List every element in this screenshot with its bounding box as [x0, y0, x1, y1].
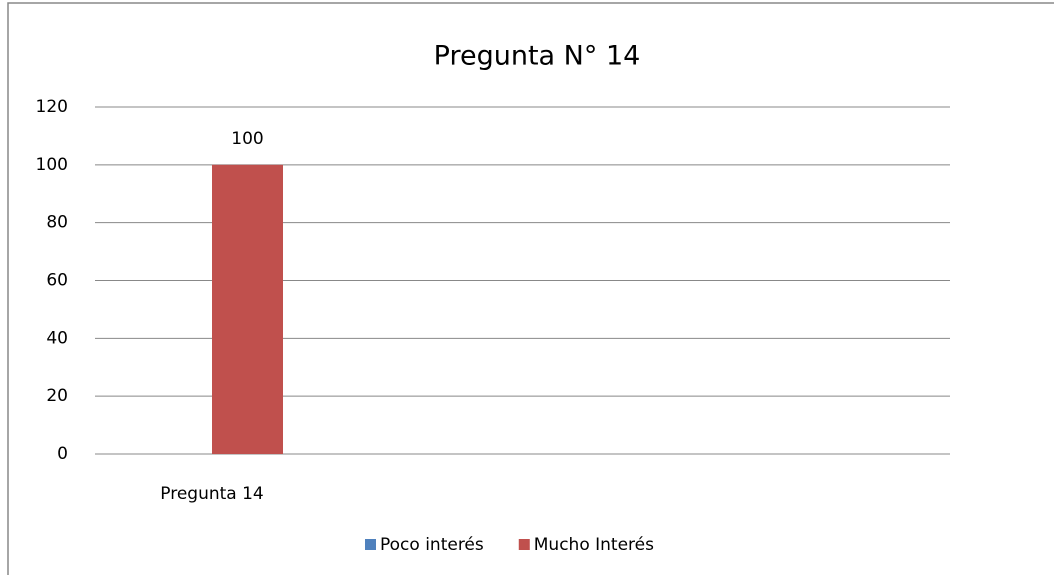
y-tick-label: 60: [46, 271, 68, 291]
legend-swatch: [365, 539, 376, 550]
chart-title: Pregunta N° 14: [434, 41, 641, 72]
data-label: 100: [231, 129, 263, 149]
y-tick-label: 120: [36, 97, 68, 117]
x-tick-label: Pregunta 14: [160, 484, 264, 504]
bar: [212, 164, 283, 455]
chart-frame: [7, 2, 1054, 575]
legend-swatch: [518, 539, 530, 550]
y-tick-label: 100: [36, 155, 68, 175]
legend-label: Mucho Interés: [534, 535, 654, 555]
y-tick-label: 0: [57, 444, 68, 464]
legend-label: Poco interés: [380, 535, 484, 555]
y-tick-label: 20: [46, 386, 68, 406]
y-tick-label: 80: [46, 213, 68, 233]
y-tick-label: 40: [46, 328, 68, 348]
